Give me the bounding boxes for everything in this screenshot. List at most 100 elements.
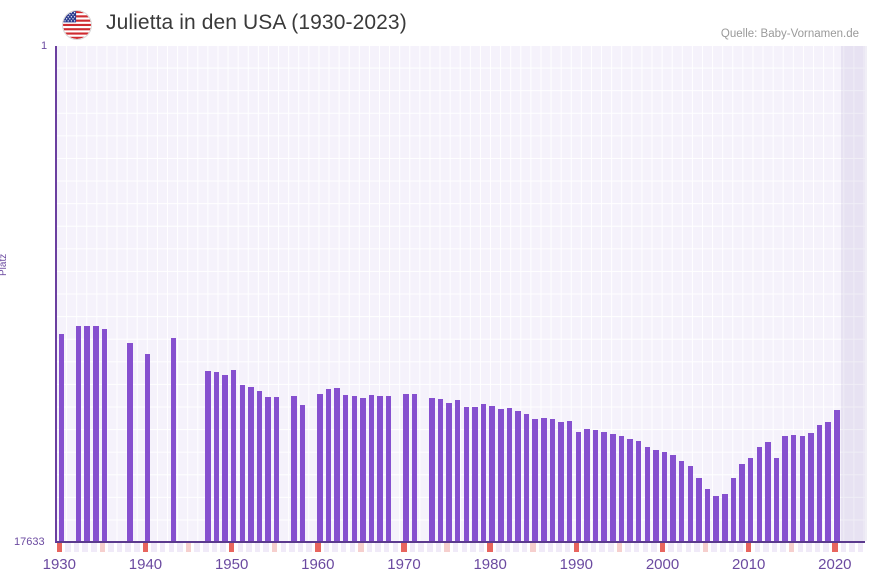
- bar-2000[interactable]: [661, 452, 668, 541]
- bar-1995[interactable]: [618, 435, 625, 541]
- x-tick-1960: [315, 543, 321, 552]
- bar-1934[interactable]: [93, 326, 99, 541]
- bar-1986[interactable]: [541, 417, 547, 541]
- x-tick-faint-1949: [220, 543, 226, 552]
- bar-1997[interactable]: [635, 441, 642, 541]
- bar-1943[interactable]: [170, 337, 177, 541]
- bar-2019[interactable]: [825, 421, 831, 541]
- bar-1930[interactable]: [58, 334, 65, 541]
- x-tick-faint-1974: [435, 543, 442, 552]
- bar-1958[interactable]: [299, 405, 306, 541]
- bar-2001[interactable]: [670, 454, 676, 541]
- bar-1963[interactable]: [342, 395, 349, 541]
- bar-1990[interactable]: [575, 431, 582, 541]
- x-tick-faint-1986: [539, 543, 545, 552]
- bar-2003[interactable]: [687, 466, 694, 541]
- bar-1952[interactable]: [248, 386, 254, 541]
- bar-1999[interactable]: [653, 449, 659, 541]
- bar-1987[interactable]: [549, 419, 556, 541]
- bar-1992[interactable]: [592, 430, 599, 541]
- bar-1998[interactable]: [644, 446, 650, 541]
- bar-1955[interactable]: [273, 397, 280, 541]
- bar-1948[interactable]: [213, 371, 220, 541]
- x-tick-1945: [185, 543, 192, 552]
- x-tick-1955: [271, 543, 278, 552]
- bar-1965[interactable]: [360, 398, 366, 541]
- bar-1985[interactable]: [532, 418, 538, 541]
- bar-1983[interactable]: [515, 410, 521, 541]
- bar-2010[interactable]: [747, 458, 754, 541]
- bar-1957[interactable]: [291, 395, 297, 541]
- bar-2018[interactable]: [816, 424, 823, 541]
- bar-1935[interactable]: [101, 328, 108, 541]
- bar-1970[interactable]: [403, 394, 409, 541]
- x-axis-label-1960: 1960: [301, 556, 335, 573]
- x-tick-faint-1977: [461, 543, 468, 552]
- bar-2015[interactable]: [790, 435, 797, 541]
- x-tick-faint-1956: [280, 543, 287, 552]
- bar-2009[interactable]: [739, 463, 745, 541]
- bar-1961[interactable]: [325, 389, 332, 541]
- bar-1974[interactable]: [437, 399, 444, 541]
- bar-2007[interactable]: [722, 493, 728, 541]
- bar-1975[interactable]: [446, 402, 452, 541]
- bar-1979[interactable]: [480, 404, 487, 541]
- x-tick-faint-1999: [651, 543, 657, 552]
- bar-1976[interactable]: [454, 400, 461, 541]
- bar-2012[interactable]: [765, 442, 771, 541]
- bar-1940[interactable]: [144, 354, 151, 541]
- bar-1981[interactable]: [498, 409, 504, 541]
- bar-1964[interactable]: [351, 395, 358, 541]
- bar-1984[interactable]: [523, 413, 530, 541]
- bar-2002[interactable]: [678, 461, 685, 541]
- bar-1950[interactable]: [230, 369, 237, 541]
- bar-1993[interactable]: [601, 431, 607, 541]
- bar-1988[interactable]: [558, 422, 564, 541]
- bar-1994[interactable]: [610, 433, 616, 541]
- bar-1982[interactable]: [506, 407, 513, 541]
- bar-2004[interactable]: [696, 478, 702, 541]
- bar-1954[interactable]: [265, 396, 271, 541]
- bar-1932[interactable]: [75, 326, 82, 541]
- x-tick-faint-1983: [513, 543, 519, 552]
- x-axis-label-1970: 1970: [387, 556, 421, 573]
- x-axis-label-2000: 2000: [645, 556, 680, 573]
- bar-1971[interactable]: [411, 394, 418, 541]
- bar-2014[interactable]: [782, 436, 788, 541]
- x-tick-faint-1972: [418, 543, 424, 552]
- x-tick-faint-1969: [392, 543, 399, 552]
- bar-1938[interactable]: [127, 342, 133, 541]
- x-axis-label-1990: 1990: [559, 556, 594, 573]
- bar-2020[interactable]: [834, 409, 840, 541]
- bar-2013[interactable]: [773, 458, 780, 541]
- bar-2011[interactable]: [756, 446, 763, 541]
- x-tick-faint-1942: [159, 543, 166, 552]
- bar-1977[interactable]: [463, 407, 470, 541]
- bar-2016[interactable]: [799, 436, 806, 541]
- bar-1947[interactable]: [205, 370, 211, 541]
- bar-1978[interactable]: [472, 407, 478, 541]
- bar-1960[interactable]: [317, 393, 323, 541]
- bar-2017[interactable]: [808, 432, 814, 541]
- bar-1951[interactable]: [239, 385, 245, 541]
- bar-1989[interactable]: [566, 421, 573, 541]
- bar-1968[interactable]: [385, 395, 392, 541]
- bar-1949[interactable]: [222, 375, 228, 541]
- bar-1967[interactable]: [377, 395, 383, 541]
- x-tick-faint-1939: [134, 543, 140, 552]
- bar-1973[interactable]: [429, 398, 435, 541]
- bar-2005[interactable]: [704, 489, 711, 541]
- bar-2008[interactable]: [730, 478, 737, 541]
- bar-1953[interactable]: [256, 390, 263, 541]
- bar-1991[interactable]: [584, 429, 590, 541]
- bar-1962[interactable]: [334, 388, 340, 541]
- bar-1980[interactable]: [489, 406, 495, 541]
- x-tick-1950: [228, 543, 235, 552]
- x-tick-1930: [56, 543, 63, 552]
- x-tick-faint-1941: [151, 543, 157, 552]
- bar-1933[interactable]: [84, 326, 90, 541]
- bar-1996[interactable]: [627, 438, 633, 541]
- bar-1966[interactable]: [368, 395, 375, 541]
- x-tick-faint-1963: [340, 543, 347, 552]
- bar-2006[interactable]: [713, 496, 719, 541]
